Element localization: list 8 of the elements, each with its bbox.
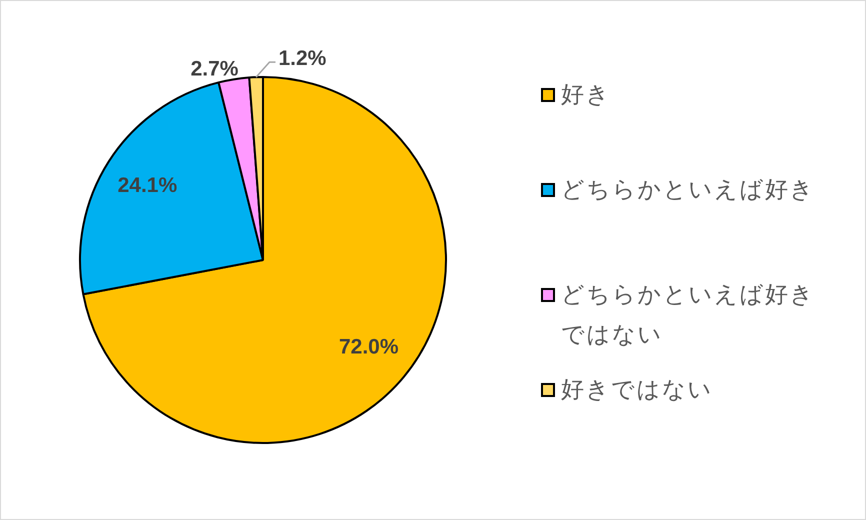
legend-label: 好きではない [561,376,714,405]
data-label: 72.0% [338,335,399,358]
data-label: 1.2% [278,46,327,70]
legend-label: どちらかといえば好き [561,176,816,205]
data-label: 24.1% [118,174,178,197]
data-label: 2.7% [190,57,239,80]
legend-label: どちらかといえば好きではない [561,281,816,350]
legend-label: 好き [561,81,612,110]
